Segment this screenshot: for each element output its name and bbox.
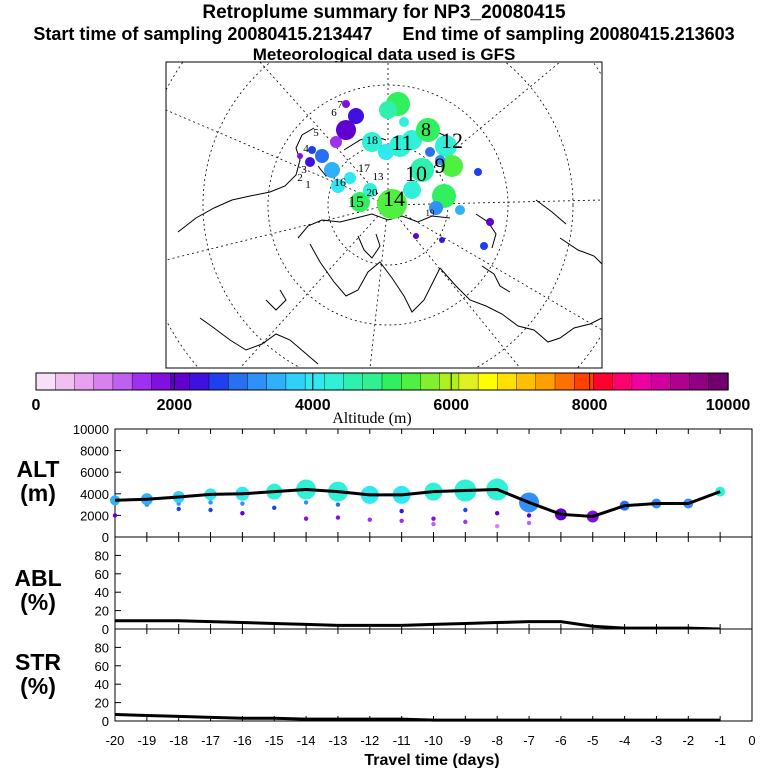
map-day-label: 7	[337, 99, 343, 111]
plume-blob	[480, 242, 488, 250]
map-day-label: 4	[303, 143, 309, 155]
plume-blob	[441, 155, 463, 177]
map-day-label: 11	[391, 130, 412, 155]
map-day-label: 19	[426, 208, 436, 218]
plume-blob	[377, 189, 407, 219]
map-day-label: 1	[305, 179, 311, 191]
map-day-label: 17	[358, 161, 370, 175]
plume-blob	[348, 108, 364, 124]
map-day-label: 14	[383, 186, 405, 211]
alt-panel-label: ALT (m)	[6, 457, 70, 505]
map-day-label: 8	[421, 119, 431, 141]
map-frame	[165, 61, 603, 369]
abl-label-line1: ABL	[14, 565, 62, 591]
plume-blob	[379, 101, 397, 119]
map-day-label: 20	[367, 187, 379, 199]
plume-blob	[363, 183, 377, 197]
map-day-label: 2	[297, 172, 303, 184]
plume-blob	[413, 233, 419, 239]
map-day-label: 3	[301, 164, 307, 176]
str-label-line1: STR	[15, 649, 61, 675]
plume-blob	[350, 192, 370, 212]
map-day-label: 10	[405, 161, 427, 186]
end-time: End time of sampling 20080415.213603	[402, 24, 735, 44]
plume-blob	[416, 118, 440, 142]
alt-label-line1: ALT	[16, 456, 60, 482]
sampling-times: Start time of sampling 20080415.213447 En…	[0, 24, 768, 45]
plume-blob	[331, 179, 345, 193]
plume-blob	[342, 100, 350, 108]
map-day-label: 16	[334, 175, 346, 189]
plume-blob	[344, 172, 356, 184]
abl-label-line2: (%)	[20, 589, 56, 615]
plume-blob	[486, 218, 494, 226]
plume-blob	[402, 130, 422, 150]
map-day-label: 15	[348, 194, 364, 211]
plume-blob	[336, 120, 356, 140]
map-day-label: 18	[366, 133, 378, 147]
plume-blob	[330, 136, 342, 148]
plume-blob	[399, 117, 409, 127]
map-day-label: 13	[373, 171, 385, 183]
map-day-label: 6	[331, 107, 337, 119]
plume-blob	[305, 157, 315, 167]
start-time: Start time of sampling 20080415.213447	[33, 24, 373, 44]
plume-blob	[425, 147, 435, 157]
plume-blob	[403, 181, 421, 199]
met-data-note: Meteorological data used is GFS	[252, 45, 516, 64]
plume-blob	[455, 205, 465, 215]
plume-blob	[297, 153, 303, 159]
plume-blob	[435, 135, 457, 157]
plume-blob	[439, 237, 445, 243]
str-panel-label: STR (%)	[6, 650, 70, 698]
plume-blob	[308, 146, 316, 154]
plume-blob	[324, 162, 340, 178]
plume-blob	[429, 201, 443, 215]
str-label-line2: (%)	[20, 673, 56, 699]
alt-label-line2: (m)	[20, 480, 56, 506]
abl-panel-label: ABL (%)	[6, 566, 70, 614]
plume-blob	[435, 155, 445, 165]
map-day-label: 9	[435, 153, 446, 178]
plume-blob	[315, 149, 329, 163]
plume-blob	[474, 168, 482, 176]
map-day-label: 5	[313, 127, 319, 139]
plume-blob	[362, 132, 382, 152]
plume-markers	[297, 92, 494, 250]
plume-blob	[410, 158, 434, 182]
chart-title: Retroplume summary for NP3_20080415	[202, 2, 566, 23]
map-day-label: 12	[441, 128, 463, 153]
